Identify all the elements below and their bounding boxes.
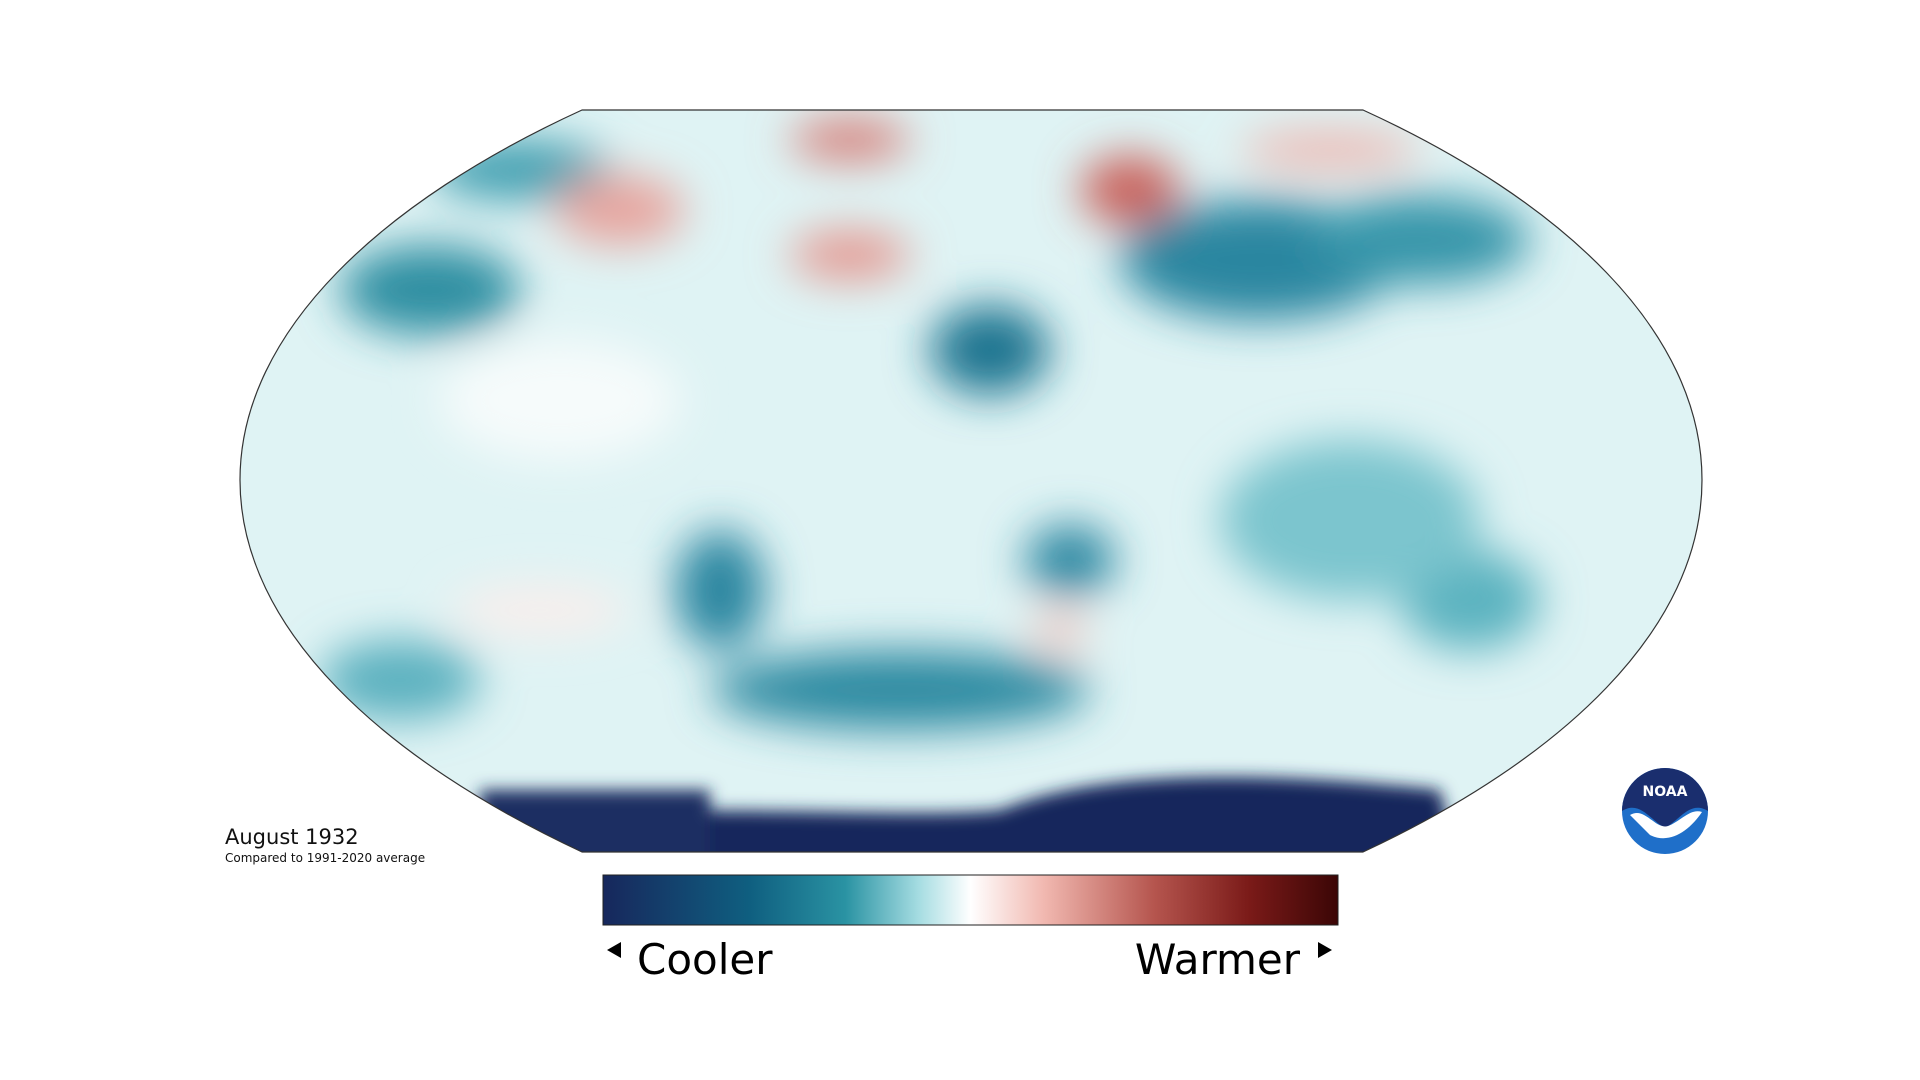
arrow-right	[1318, 942, 1332, 958]
color-bar	[602, 874, 1339, 926]
map-outline	[239, 109, 1703, 853]
map-subtitle: Compared to 1991-2020 average	[225, 851, 425, 865]
noaa-logo: NOAA	[1622, 768, 1708, 854]
map-field	[240, 110, 1702, 852]
legend-low: Cooler	[637, 935, 773, 984]
logo-text: NOAA	[1643, 784, 1688, 800]
arrow-left	[607, 942, 621, 958]
map-title: August 1932	[225, 825, 359, 849]
legend-high: Warmer	[1135, 935, 1301, 984]
